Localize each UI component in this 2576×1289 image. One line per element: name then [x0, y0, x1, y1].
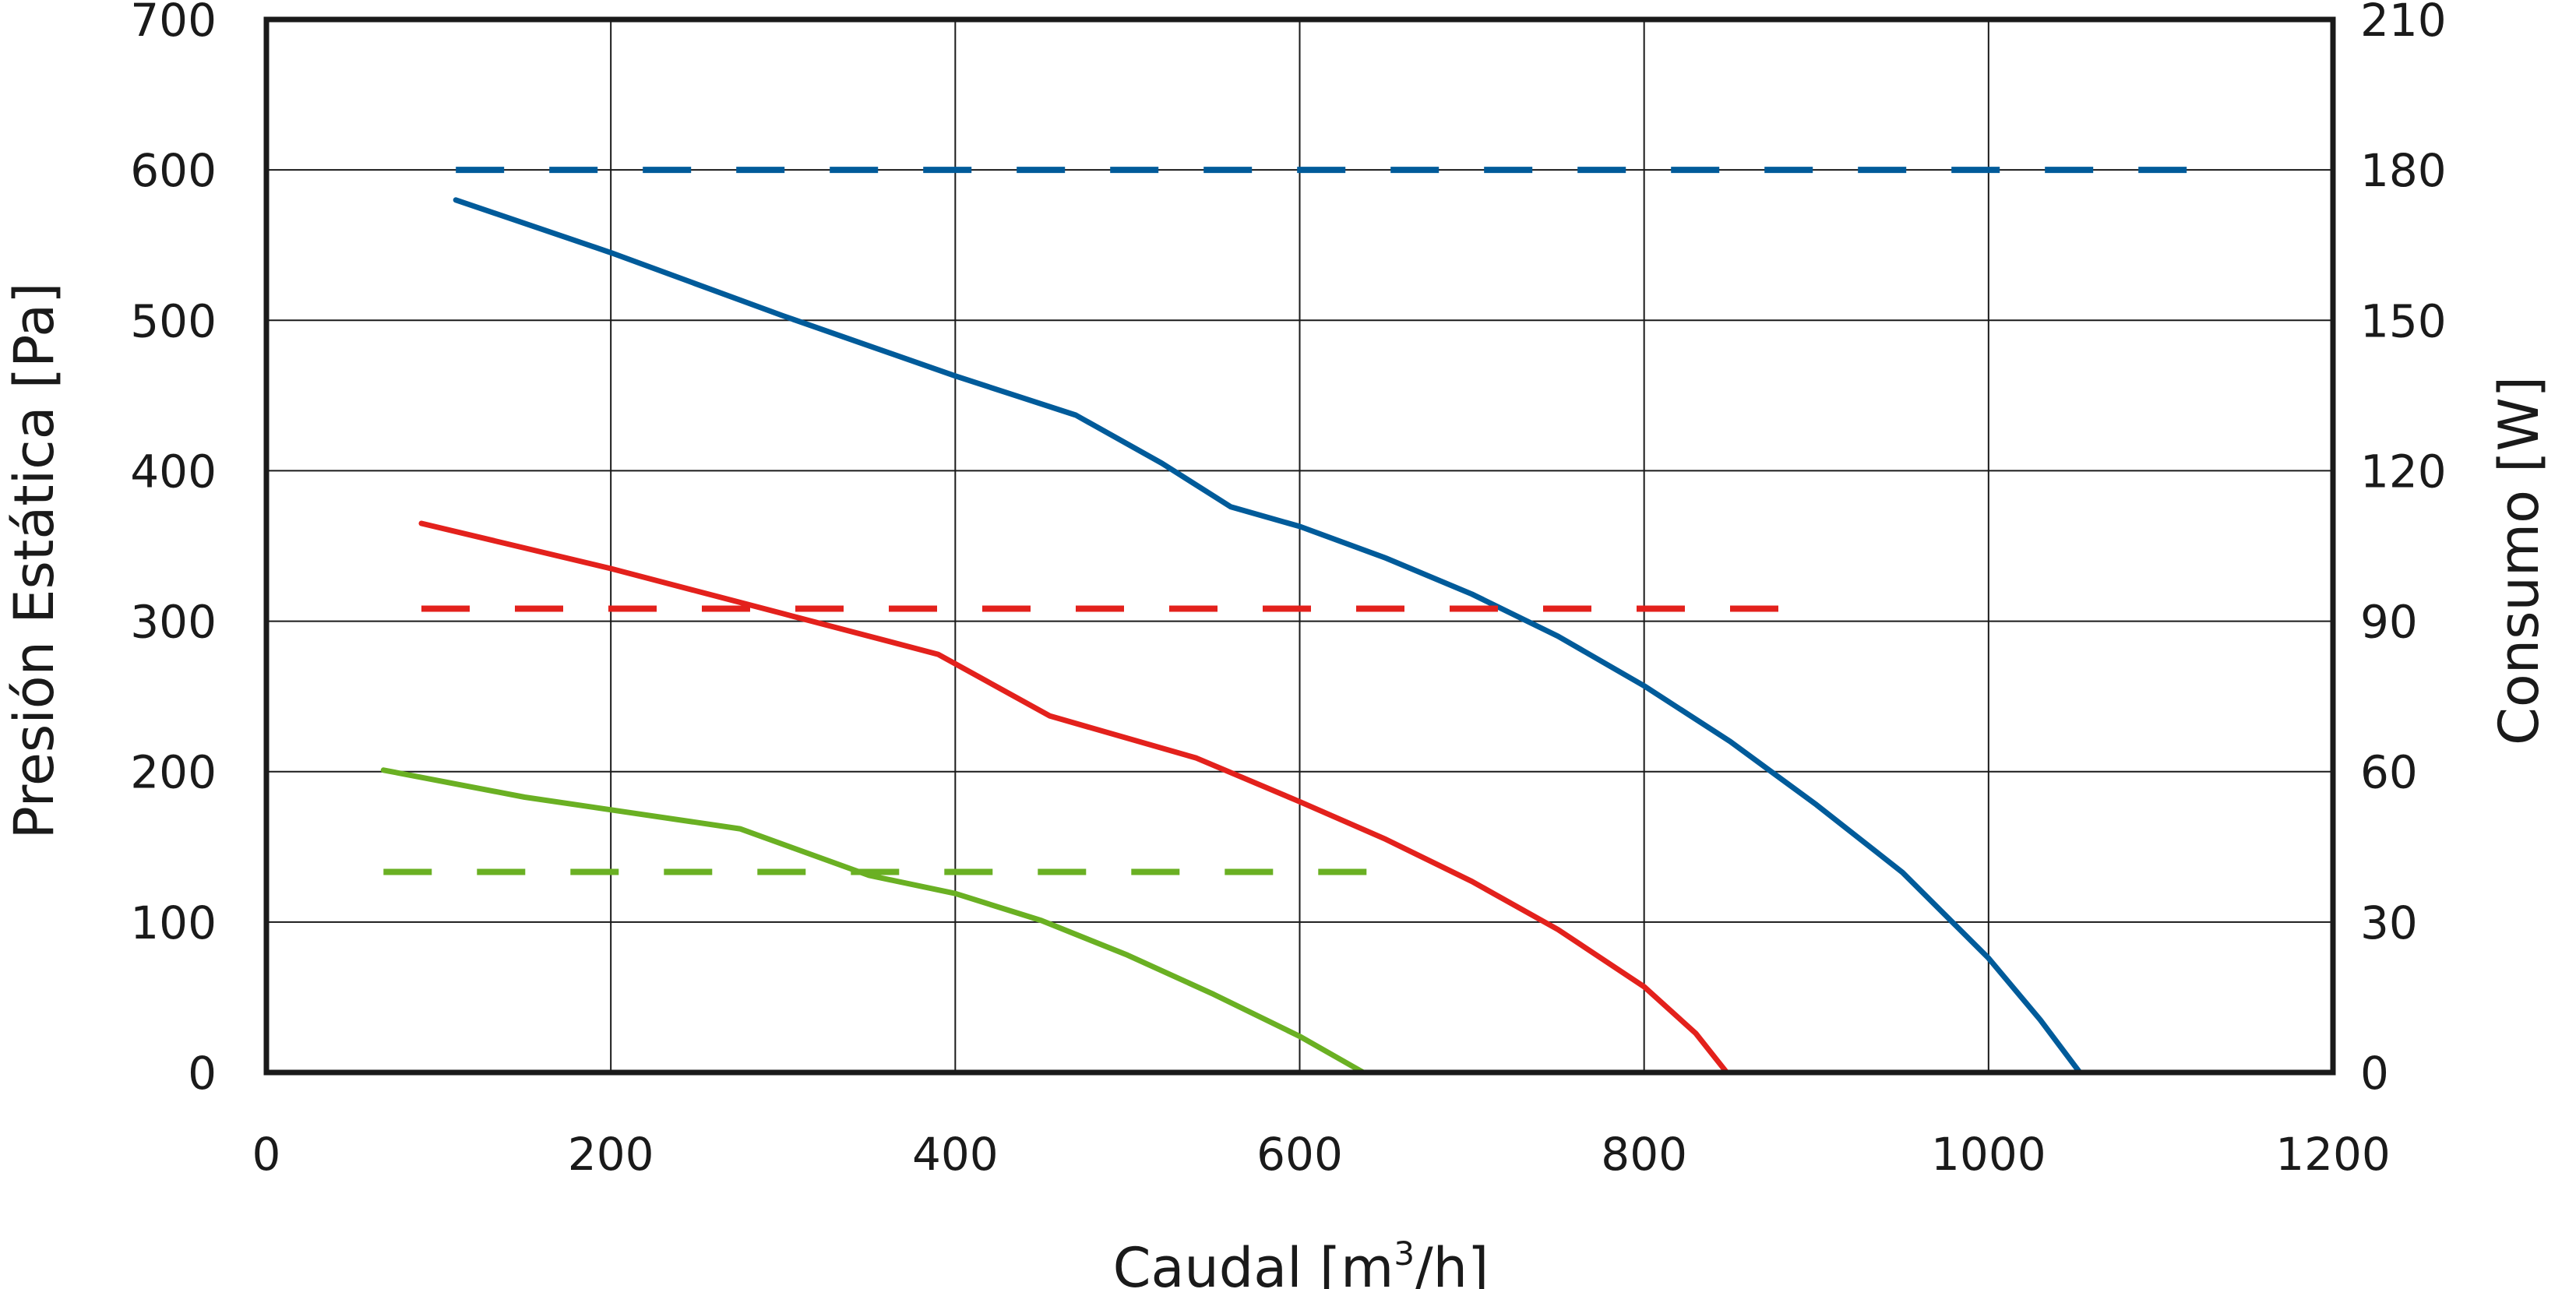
y-left-tick-label: 600: [130, 144, 217, 197]
y-left-tick-labels: 0 100 200 300 400 500 600 700: [130, 0, 217, 1100]
y-left-tick-label: 500: [130, 294, 217, 347]
pressure-curve-2: [418, 520, 1730, 1076]
x-tick-labels: 0 200 400 600 800 1000 1200: [252, 1128, 2391, 1181]
plot-frame: [263, 16, 2336, 1076]
y-left-tick-label: 400: [130, 445, 217, 498]
y-right-tick-label: 120: [2360, 445, 2447, 498]
y-right-tick-label: 180: [2360, 144, 2447, 197]
y-left-axis-title: Presión Estática [Pa]: [2, 283, 66, 840]
y-right-tick-label: 30: [2360, 896, 2418, 949]
y-right-tick-labels: 0 30 60 90 120 150 180 210: [2360, 0, 2447, 1100]
y-right-tick-label: 150: [2360, 294, 2447, 347]
x-axis-title: Caudal [m3/h]: [1113, 1234, 1489, 1289]
y-left-tick-label: 0: [188, 1047, 217, 1100]
y-right-tick-label: 90: [2360, 596, 2418, 649]
y-right-axis-title: Consumo [W]: [2487, 376, 2551, 745]
data-series: [380, 167, 2196, 1076]
y-right-tick-label: 0: [2360, 1047, 2389, 1100]
x-tick-label: 600: [1256, 1128, 1343, 1181]
x-tick-label: 1200: [2275, 1128, 2391, 1181]
pressure-curve-3: [380, 767, 1366, 1076]
grid: [266, 19, 2333, 1072]
x-tick-label: 400: [912, 1128, 999, 1181]
y-left-tick-label: 100: [130, 896, 217, 949]
y-left-tick-label: 700: [130, 0, 217, 47]
x-tick-label: 0: [252, 1128, 281, 1181]
x-tick-label: 200: [568, 1128, 654, 1181]
y-left-tick-label: 300: [130, 596, 217, 649]
pressure-curve-1: [453, 197, 2083, 1076]
y-left-tick-label: 200: [130, 746, 217, 799]
x-tick-label: 800: [1601, 1128, 1687, 1181]
y-right-tick-label: 210: [2360, 0, 2447, 47]
x-tick-label: 1000: [1931, 1128, 2046, 1181]
y-right-tick-label: 60: [2360, 746, 2418, 799]
